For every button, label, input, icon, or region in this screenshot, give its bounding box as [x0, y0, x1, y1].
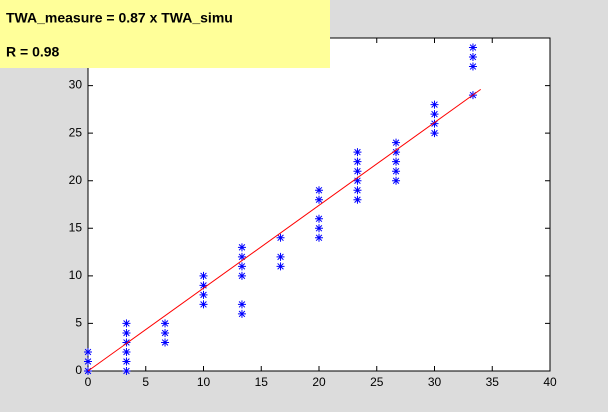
x-tick-label: 35	[486, 375, 500, 389]
fit-line	[87, 88, 481, 372]
point	[199, 271, 208, 280]
point	[276, 252, 285, 261]
point	[430, 129, 439, 138]
point	[392, 148, 401, 157]
x-tick-label: 5	[142, 375, 149, 389]
point	[353, 195, 362, 204]
y-tick-label: 30	[69, 78, 83, 92]
point	[237, 243, 246, 252]
y-tick-label: 15	[69, 220, 83, 234]
point	[199, 290, 208, 299]
x-tick-label: 10	[197, 375, 211, 389]
x-tick-label: 20	[312, 375, 326, 389]
point	[122, 367, 131, 375]
point	[237, 262, 246, 271]
point	[430, 100, 439, 109]
point	[392, 167, 401, 176]
x-tick-label: 15	[255, 375, 269, 389]
y-tick-label: 0	[75, 363, 82, 377]
y-tick-label: 25	[69, 125, 83, 139]
point	[353, 186, 362, 195]
point	[276, 233, 285, 242]
point	[392, 176, 401, 185]
point	[84, 347, 92, 356]
point	[237, 300, 246, 309]
annotation: R = 0.98	[6, 44, 60, 60]
point	[161, 338, 170, 347]
point	[237, 252, 246, 261]
point	[315, 186, 323, 195]
annotation-box	[0, 0, 330, 68]
point	[353, 176, 362, 185]
point	[468, 62, 477, 71]
point	[276, 262, 285, 271]
point	[84, 357, 92, 366]
point	[315, 195, 323, 204]
x-tick-label: 0	[85, 375, 92, 389]
point	[199, 300, 208, 309]
point	[161, 319, 170, 328]
point	[392, 138, 401, 147]
point	[353, 157, 362, 166]
point	[122, 319, 131, 328]
point	[122, 347, 131, 356]
x-tick-label: 30	[428, 375, 442, 389]
y-tick-label: 10	[69, 268, 83, 282]
x-tick-label: 25	[370, 375, 384, 389]
point	[468, 53, 477, 62]
point	[122, 328, 131, 337]
point	[353, 167, 362, 176]
point	[430, 110, 439, 119]
y-tick-label: 5	[75, 316, 82, 330]
point	[161, 328, 170, 337]
x-tick-label: 40	[543, 375, 557, 389]
y-tick-label: 20	[69, 173, 83, 187]
point	[430, 119, 439, 128]
point	[315, 214, 323, 223]
point	[353, 148, 362, 157]
point	[392, 157, 401, 166]
point	[199, 281, 208, 290]
point	[237, 271, 246, 280]
point	[315, 224, 323, 233]
point	[237, 309, 246, 318]
point	[315, 233, 323, 242]
point	[122, 338, 131, 347]
point	[122, 357, 131, 366]
point	[468, 43, 477, 52]
annotation: TWA_measure = 0.87 x TWA_simu	[6, 10, 233, 26]
